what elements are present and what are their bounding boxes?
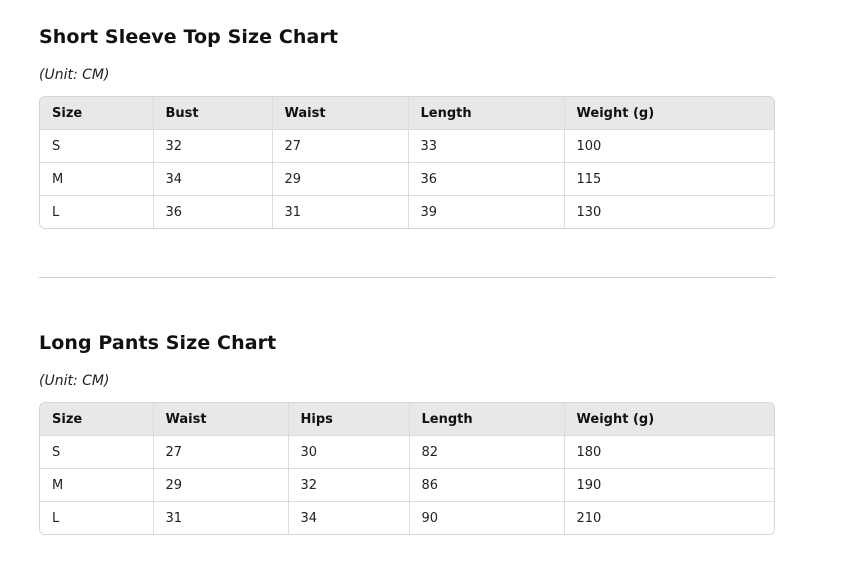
cell-size: L (40, 501, 154, 534)
top-size-table-container: Size Bust Waist Length Weight (g) S 32 2… (39, 96, 775, 229)
column-header-size: Size (40, 403, 154, 436)
table-row: M 29 32 86 190 (40, 468, 774, 502)
cell-waist: 27 (272, 129, 409, 163)
cell-hips: 34 (288, 501, 410, 534)
table-row: S 32 27 33 100 (40, 129, 774, 163)
column-header-length: Length (408, 97, 565, 130)
table-row: M 34 29 36 115 (40, 162, 774, 196)
column-header-hips: Hips (288, 403, 410, 436)
pants-chart-unit: (Unit: CM) (39, 373, 110, 389)
table-header-row: Size Bust Waist Length Weight (g) (40, 97, 774, 130)
cell-size: S (40, 129, 154, 163)
table-row: S 27 30 82 180 (40, 435, 774, 469)
top-chart-unit: (Unit: CM) (39, 67, 110, 83)
cell-weight: 115 (564, 162, 774, 196)
column-header-weight: Weight (g) (564, 97, 774, 130)
cell-size: M (40, 468, 154, 502)
top-chart-title: Short Sleeve Top Size Chart (39, 26, 339, 48)
table-header-row: Size Waist Hips Length Weight (g) (40, 403, 774, 436)
pants-size-table-container: Size Waist Hips Length Weight (g) S 27 3… (39, 402, 775, 535)
cell-size: L (40, 195, 154, 228)
cell-length: 33 (408, 129, 565, 163)
cell-weight: 210 (564, 501, 774, 534)
cell-bust: 36 (153, 195, 273, 228)
cell-weight: 130 (564, 195, 774, 228)
table-row: L 36 31 39 130 (40, 195, 774, 228)
cell-waist: 29 (153, 468, 289, 502)
column-header-bust: Bust (153, 97, 273, 130)
top-size-table: Size Bust Waist Length Weight (g) S 32 2… (40, 97, 774, 228)
column-header-size: Size (40, 97, 154, 130)
cell-length: 86 (409, 468, 565, 502)
column-header-waist: Waist (272, 97, 409, 130)
top-size-chart-section: Short Sleeve Top Size Chart (Unit: CM) S… (39, 24, 775, 229)
cell-length: 82 (409, 435, 565, 469)
cell-bust: 34 (153, 162, 273, 196)
cell-size: S (40, 435, 154, 469)
cell-bust: 32 (153, 129, 273, 163)
cell-waist: 27 (153, 435, 289, 469)
cell-length: 39 (408, 195, 565, 228)
cell-size: M (40, 162, 154, 196)
cell-waist: 31 (153, 501, 289, 534)
column-header-weight: Weight (g) (564, 403, 774, 436)
cell-weight: 100 (564, 129, 774, 163)
cell-waist: 29 (272, 162, 409, 196)
cell-weight: 180 (564, 435, 774, 469)
column-header-length: Length (409, 403, 565, 436)
column-header-waist: Waist (153, 403, 289, 436)
table-row: L 31 34 90 210 (40, 501, 774, 534)
pants-chart-title: Long Pants Size Chart (39, 332, 277, 354)
cell-waist: 31 (272, 195, 409, 228)
cell-weight: 190 (564, 468, 774, 502)
pants-size-chart-section: Long Pants Size Chart (Unit: CM) Size Wa… (39, 330, 775, 535)
pants-size-table: Size Waist Hips Length Weight (g) S 27 3… (40, 403, 774, 534)
section-divider (39, 277, 775, 278)
cell-hips: 30 (288, 435, 410, 469)
cell-hips: 32 (288, 468, 410, 502)
cell-length: 90 (409, 501, 565, 534)
cell-length: 36 (408, 162, 565, 196)
